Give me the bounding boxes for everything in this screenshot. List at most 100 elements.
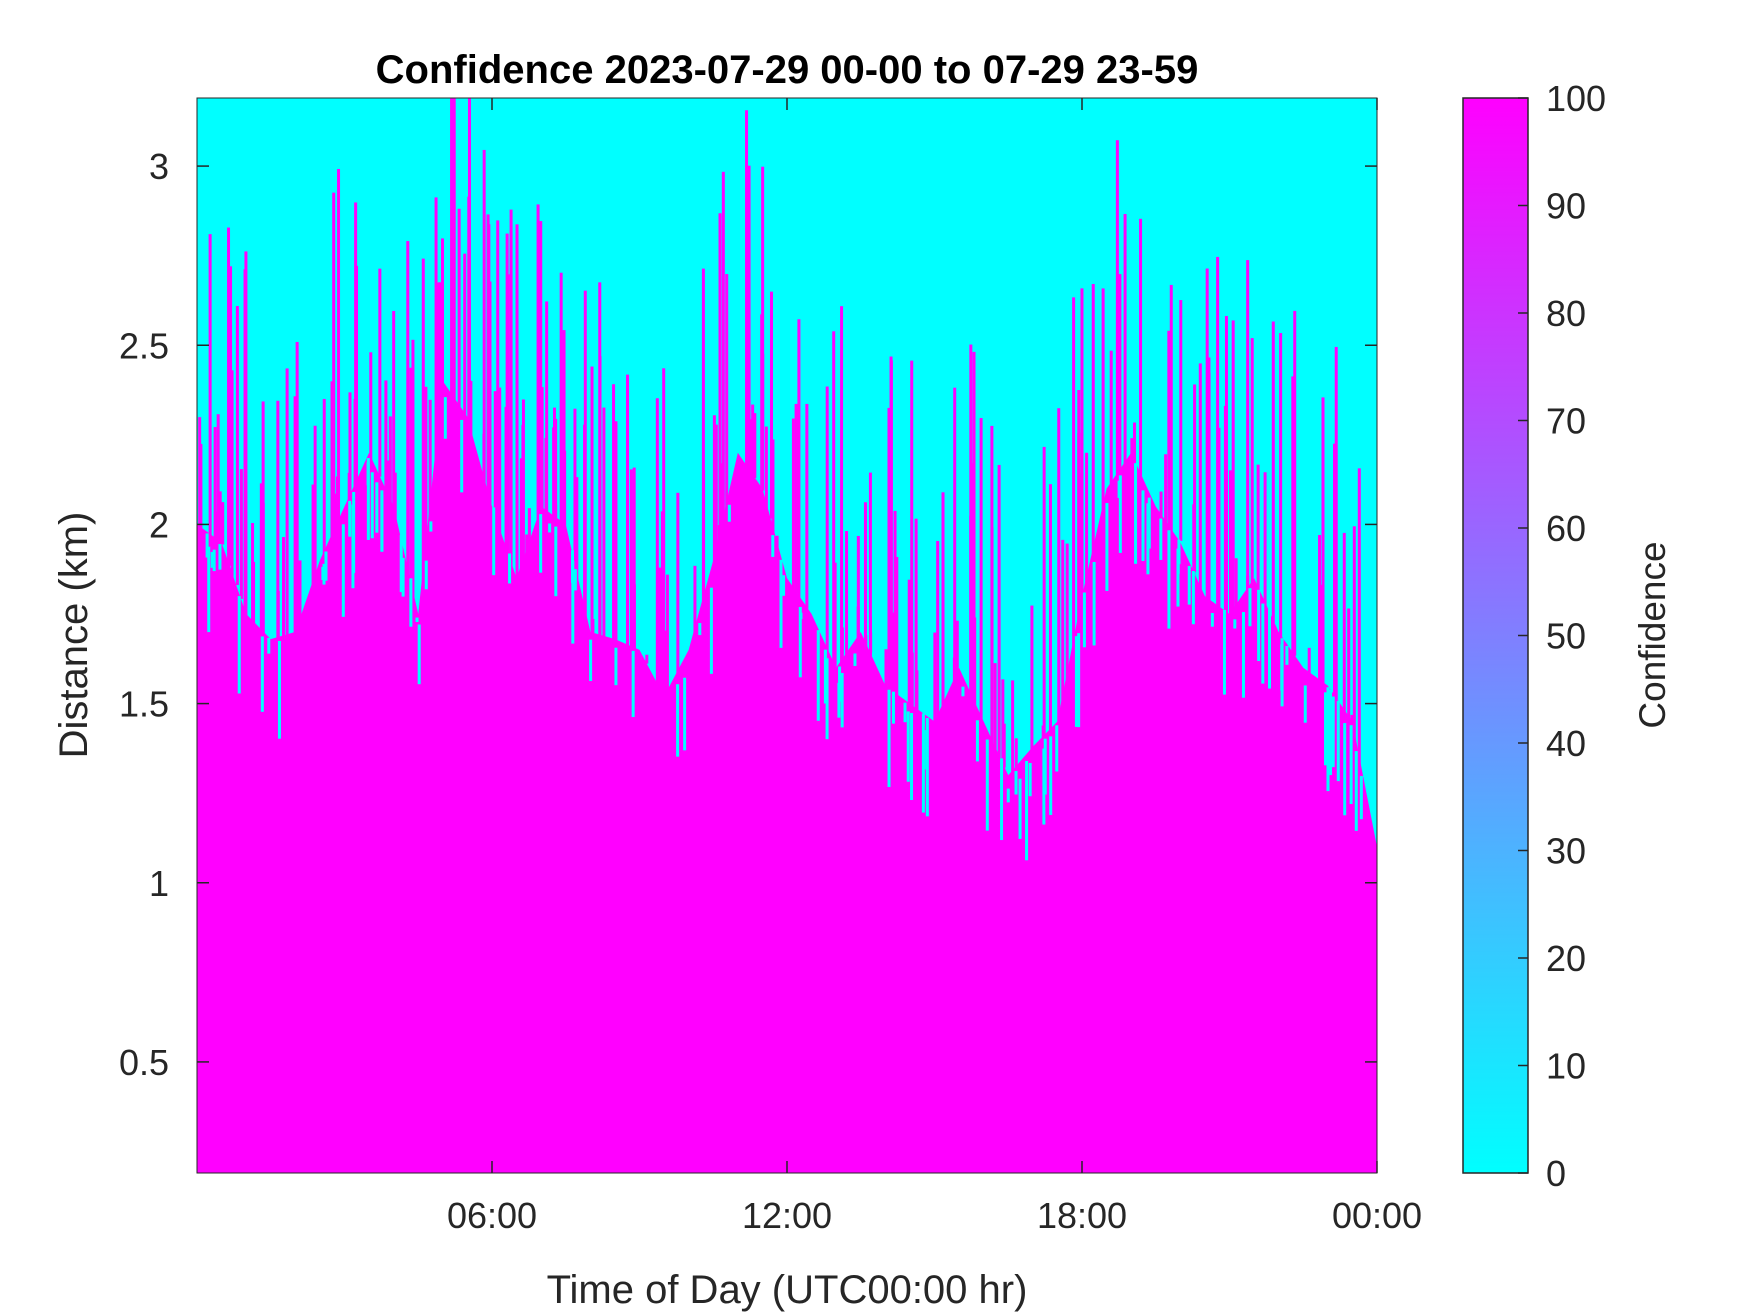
speckle-column (665, 574, 669, 696)
low-speckle (573, 569, 577, 591)
speckle-column (298, 560, 302, 645)
speckle-column (545, 301, 549, 512)
low-speckle (341, 524, 345, 617)
speckle-column (658, 567, 662, 691)
low-speckle (417, 624, 421, 685)
speckle-column (406, 241, 410, 579)
speckle-column (1198, 363, 1202, 607)
low-speckle (205, 533, 209, 558)
low-speckle (508, 553, 512, 584)
low-speckle (1331, 696, 1335, 768)
low-speckle (1000, 758, 1004, 841)
speckle-column (1333, 443, 1337, 738)
speckle-column (1077, 390, 1081, 623)
speckle-column (239, 469, 243, 599)
low-speckle (906, 711, 910, 782)
speckle-column (498, 387, 502, 558)
heatmap-layer (197, 98, 1377, 1173)
speckle-column (1115, 140, 1119, 514)
low-speckle (348, 500, 352, 537)
speckle-column (869, 616, 873, 703)
low-speckle (1159, 518, 1163, 560)
low-speckle (1261, 603, 1265, 684)
speckle-column (884, 649, 888, 731)
speckle-column (482, 149, 486, 511)
speckle-column (1250, 338, 1254, 631)
speckle-column (337, 169, 341, 525)
speckle-column (213, 427, 217, 547)
low-speckle (1006, 788, 1010, 803)
speckle-column (1205, 268, 1209, 649)
low-speckle (903, 702, 907, 723)
speckle-column (660, 511, 664, 743)
speckle-column (332, 192, 336, 565)
speckle-column (452, 98, 456, 447)
speckle-column (1357, 468, 1361, 799)
low-speckle (1146, 503, 1150, 575)
speckle-column (761, 166, 765, 489)
speckle-column (583, 290, 587, 642)
speckle-column (629, 469, 633, 657)
speckle-column (663, 630, 667, 723)
speckle-column (261, 401, 265, 637)
speckle-column (1271, 321, 1275, 624)
speckle-column (659, 642, 663, 712)
speckle-column (1246, 260, 1250, 594)
speckle-column (1224, 315, 1228, 653)
low-speckle (838, 666, 842, 702)
speckle-column (887, 407, 891, 709)
low-speckle (207, 546, 211, 633)
speckle-column (997, 464, 1001, 805)
speckle-column (504, 406, 508, 589)
speckle-column (764, 426, 768, 521)
speckle-column (230, 370, 234, 611)
colorbar-tick-label: 30 (1546, 831, 1586, 872)
y-axis-label: Distance (km) (52, 512, 96, 759)
speckle-column (805, 403, 809, 609)
low-speckle (548, 523, 552, 533)
speckle-column (676, 492, 680, 719)
low-speckle (401, 557, 405, 597)
low-speckle (1077, 633, 1081, 728)
speckle-column (198, 417, 202, 542)
low-speckle (840, 672, 844, 728)
low-speckle (375, 482, 379, 533)
low-speckle (1014, 770, 1018, 795)
speckle-column (311, 484, 315, 588)
speckle-column (840, 306, 844, 702)
speckle-column (386, 460, 390, 527)
low-speckle (1324, 692, 1328, 766)
low-speckle (322, 563, 326, 585)
speckle-column (1130, 438, 1134, 459)
low-speckle (709, 587, 713, 674)
colorbar-tick-label: 20 (1546, 938, 1586, 979)
y-tick-label: 2.5 (119, 325, 169, 366)
speckle-column (243, 269, 247, 629)
speckle-column (1139, 218, 1143, 498)
low-speckle (853, 653, 857, 667)
low-speckle (1222, 609, 1226, 695)
low-speckle (1055, 725, 1059, 772)
speckle-column (769, 291, 773, 519)
speckle-column (1318, 534, 1322, 715)
speckle-column (1085, 452, 1089, 585)
speckle-column (488, 281, 492, 530)
speckle-column (539, 221, 543, 541)
speckle-column (775, 535, 779, 559)
speckle-column (990, 425, 994, 753)
low-speckle (324, 551, 328, 581)
speckle-column (907, 579, 911, 740)
speckle-column (1246, 575, 1250, 621)
speckle-column (751, 404, 755, 524)
speckle-column (721, 171, 725, 551)
low-speckle (1025, 760, 1029, 861)
speckle-column (313, 425, 317, 612)
speckle-column (892, 612, 896, 708)
speckle-column (693, 565, 697, 663)
speckle-column (656, 605, 660, 692)
colorbar-tick-label: 70 (1546, 401, 1586, 442)
low-speckle (683, 677, 687, 751)
speckle-column (235, 306, 239, 586)
low-speckle (1326, 687, 1330, 792)
